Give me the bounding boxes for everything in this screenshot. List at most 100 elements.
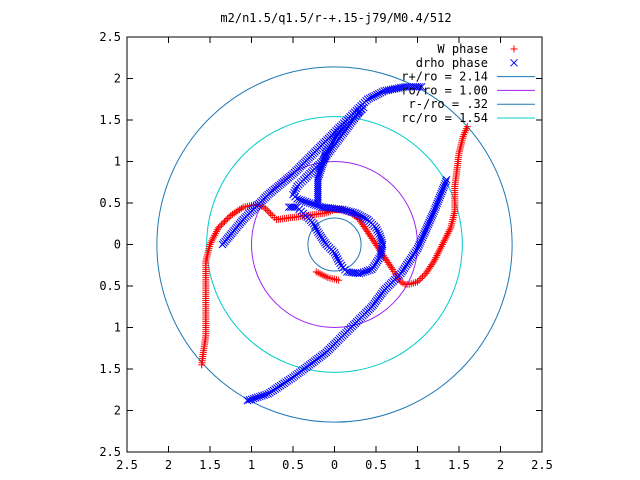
data-point <box>295 195 304 204</box>
data-point <box>426 216 434 225</box>
data-point <box>421 226 430 234</box>
data-point <box>417 275 425 283</box>
data-point <box>419 231 428 240</box>
data-point <box>245 396 254 404</box>
data-point <box>416 239 424 247</box>
data-point <box>313 226 321 234</box>
data-point <box>224 215 232 223</box>
data-point <box>363 215 372 224</box>
data-point <box>227 211 235 219</box>
data-point <box>359 268 368 277</box>
data-point <box>217 221 225 229</box>
data-point <box>221 218 229 226</box>
data-point <box>423 222 432 231</box>
legend-marker <box>510 45 518 53</box>
data-point <box>427 213 436 221</box>
data-point <box>358 212 367 221</box>
data-point <box>420 229 428 238</box>
data-point <box>291 186 299 195</box>
x-tick-label: 0.5 <box>282 458 304 472</box>
data-point <box>236 206 244 214</box>
data-point <box>267 210 275 218</box>
y-tick-label: 0.5 <box>99 279 121 293</box>
data-point <box>387 264 395 272</box>
axes-layer: 2.5 2 1.5 1 0.5 0 0.5 1 1.5 2 2.52.521.510.500.511… <box>99 30 553 472</box>
data-point <box>260 391 268 400</box>
data-point <box>429 259 437 267</box>
data-point <box>237 204 245 212</box>
data-point <box>362 214 370 223</box>
data-point <box>258 392 266 400</box>
data-point <box>431 203 440 212</box>
data-point <box>376 234 385 243</box>
data-point <box>333 255 342 263</box>
y-tick-label: 2 <box>114 72 121 86</box>
data-point <box>428 261 436 269</box>
data-point <box>357 269 366 277</box>
y-tick-label: 1.5 <box>99 362 121 376</box>
data-point <box>378 240 387 249</box>
data-point <box>432 201 441 210</box>
data-point <box>441 179 449 188</box>
data-point <box>305 199 314 207</box>
data-point <box>440 181 449 190</box>
data-point <box>435 193 444 202</box>
data-point <box>335 276 343 284</box>
data-point <box>414 242 423 251</box>
data-point <box>336 259 344 268</box>
x-tick-label: 0 <box>331 458 338 472</box>
radius-circle-4 <box>307 217 362 272</box>
data-point <box>360 213 368 222</box>
data-point <box>243 396 252 405</box>
data-point <box>229 210 237 218</box>
legend-label: ro/ro = 1.00 <box>401 83 488 97</box>
data-point <box>420 271 428 279</box>
data-point <box>378 238 386 247</box>
data-point <box>422 224 431 232</box>
data-point <box>314 197 322 205</box>
data-point <box>356 211 365 220</box>
y-tick-label: 0 <box>114 238 121 252</box>
legend-label: rc/ro = 1.54 <box>401 111 488 125</box>
data-point <box>424 266 432 274</box>
data-point <box>430 207 438 216</box>
data-point <box>291 203 299 212</box>
data-point <box>251 394 260 402</box>
data-point <box>292 184 300 193</box>
data-point <box>418 273 426 281</box>
data-point <box>297 196 306 205</box>
data-point <box>417 235 426 244</box>
data-point <box>331 251 340 259</box>
data-point <box>436 191 445 200</box>
data-point <box>375 230 383 238</box>
data-point <box>438 187 446 196</box>
data-point <box>332 253 341 261</box>
data-point <box>234 207 242 215</box>
y-tick-label: 1.5 <box>99 113 121 127</box>
data-point <box>316 202 324 211</box>
data-point <box>314 199 322 207</box>
data-point <box>218 240 227 249</box>
data-point <box>222 216 230 224</box>
data-point <box>363 266 372 275</box>
data-point <box>309 219 318 228</box>
x-tick-label: 1.5 <box>199 458 221 472</box>
data-point <box>214 224 222 232</box>
data-point <box>428 211 437 219</box>
data-point <box>374 228 382 236</box>
data-point <box>361 267 370 276</box>
y-tick-label: 1 <box>114 321 121 335</box>
data-point <box>255 392 264 401</box>
data-point <box>433 199 442 208</box>
data-point <box>249 394 258 403</box>
data-point <box>376 232 385 241</box>
data-point <box>414 278 421 286</box>
data-point <box>376 88 385 97</box>
data-point <box>415 276 423 284</box>
data-point <box>431 205 439 214</box>
data-point <box>262 390 270 399</box>
data-point <box>429 209 438 218</box>
legend-marker <box>510 58 518 67</box>
